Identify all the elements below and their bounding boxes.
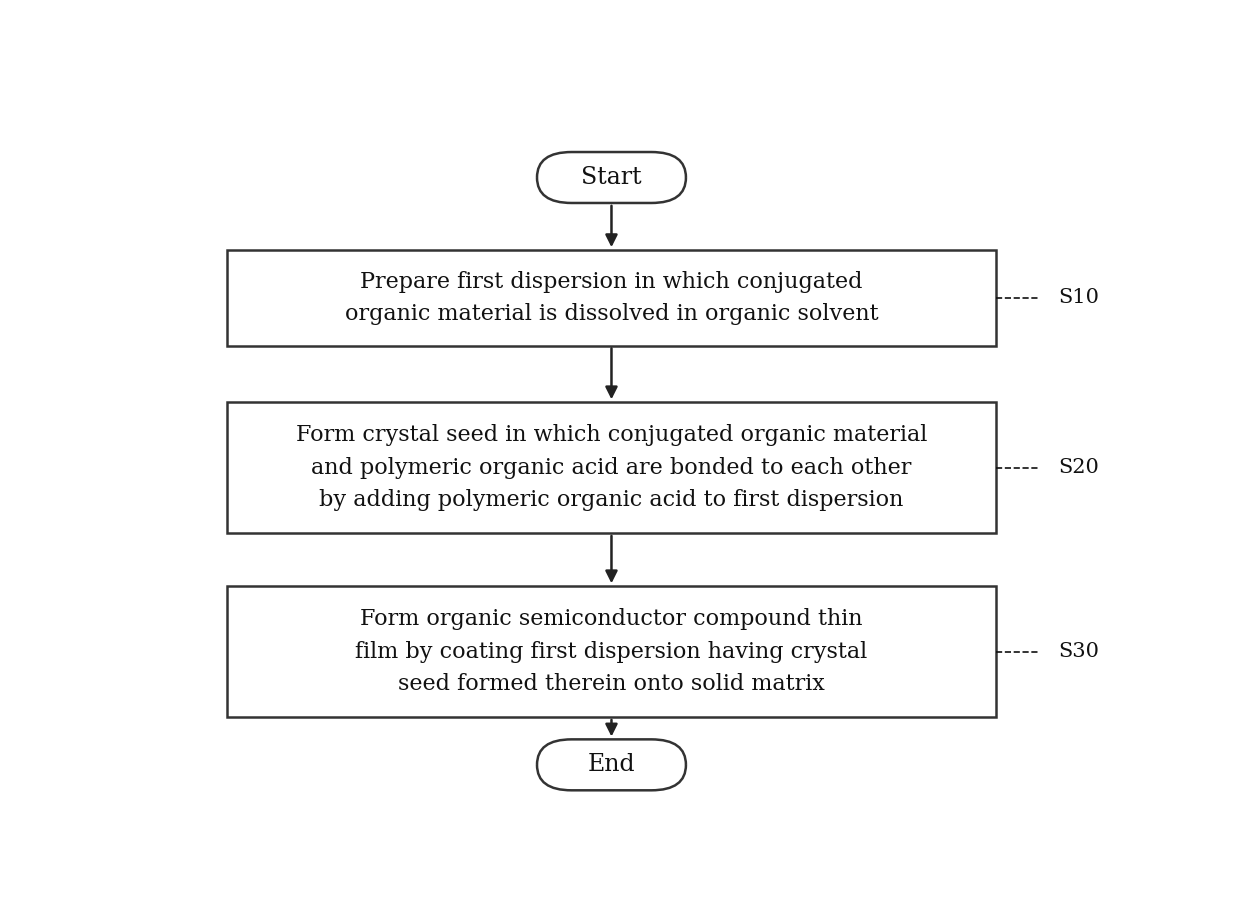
Bar [227, 586, 996, 717]
FancyBboxPatch shape [537, 152, 686, 203]
Text: Prepare first dispersion in which conjugated
organic material is dissolved in or: Prepare first dispersion in which conjug… [345, 271, 878, 325]
Text: Start: Start [582, 166, 642, 189]
Bar [227, 403, 996, 533]
Text: S20: S20 [1058, 459, 1099, 477]
Bar [227, 250, 996, 346]
Text: S10: S10 [1058, 289, 1100, 307]
FancyBboxPatch shape [537, 740, 686, 790]
Text: End: End [588, 754, 635, 777]
Text: S30: S30 [1058, 642, 1100, 661]
Text: Form organic semiconductor compound thin
film by coating first dispersion having: Form organic semiconductor compound thin… [356, 608, 868, 695]
Text: Form crystal seed in which conjugated organic material
and polymeric organic aci: Form crystal seed in which conjugated or… [296, 425, 928, 511]
